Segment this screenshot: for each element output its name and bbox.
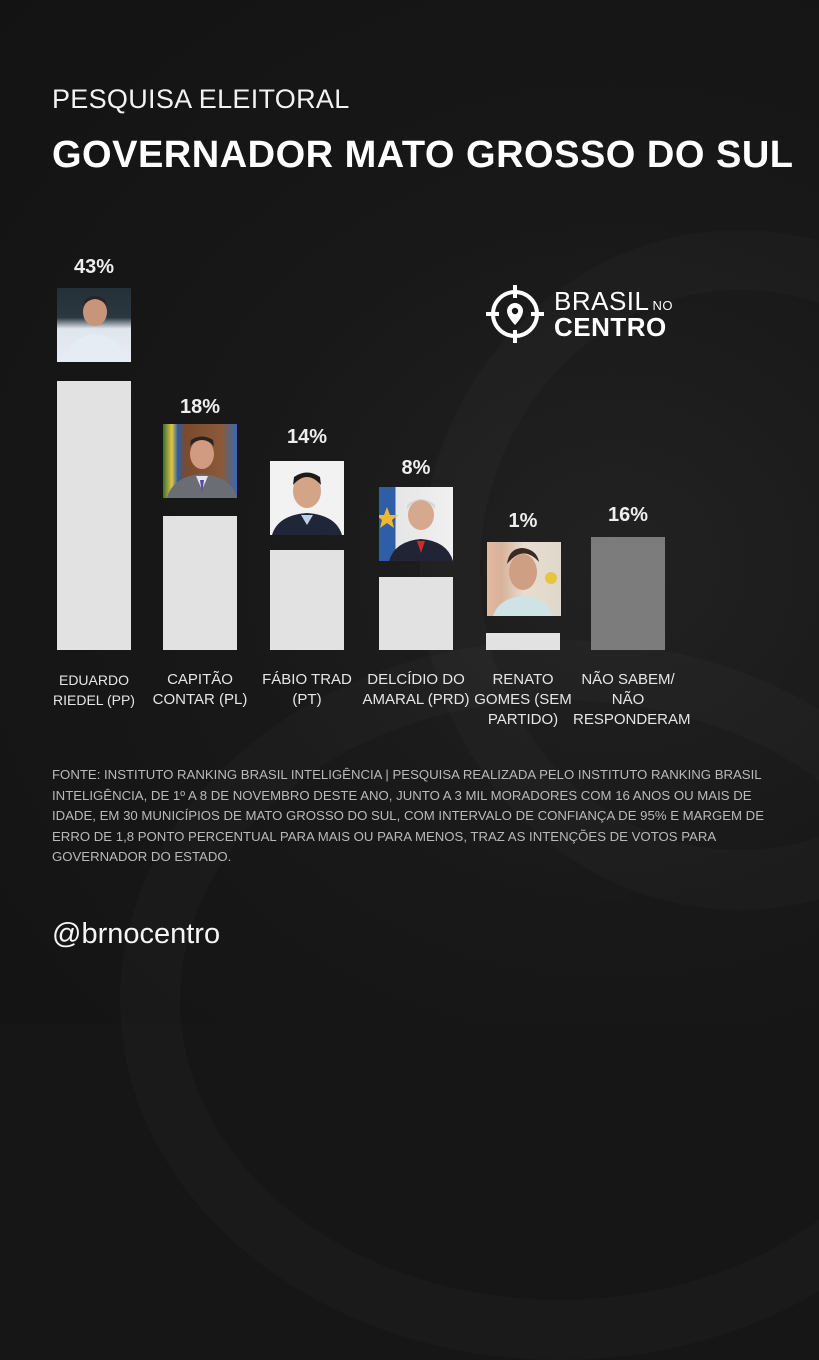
candidate-photo <box>379 487 453 561</box>
category-label: EDUARDO RIEDEL (PP) <box>53 672 135 708</box>
brand-logo: BRASIL NO CENTRO <box>484 283 673 345</box>
bar-eduardo-riedel <box>57 381 131 650</box>
crosshair-pin-icon <box>486 285 544 343</box>
candidate-photo <box>487 542 561 616</box>
category-label: RENATO GOMES (SEM PARTIDO) <box>474 671 572 728</box>
category-label: DELCÍDIO DO AMARAL (PRD) <box>362 671 470 708</box>
logo-brasil: BRASIL <box>554 286 650 316</box>
value-label: 43% <box>73 256 115 278</box>
value-label: 18% <box>179 396 221 418</box>
page-title: GOVERNADOR MATO GROSSO DO SUL <box>52 134 794 176</box>
subtitle: PESQUISA ELEITORAL <box>52 84 350 114</box>
bar-renato-gomes <box>486 633 560 650</box>
social-handle: @brnocentro <box>52 918 221 950</box>
bar-fabio-trad <box>270 550 344 650</box>
category-label: CAPITÃO CONTAR (PL) <box>152 671 248 708</box>
bar-delcidio-do-amaral <box>379 577 453 650</box>
logo-centro: CENTRO <box>554 312 667 342</box>
source-note: FONTE: INSTITUTO RANKING BRASIL INTELIGÊ… <box>52 767 765 864</box>
candidate-photo <box>270 461 344 535</box>
bar-capitao-contar <box>163 516 237 650</box>
category-label: FÁBIO TRAD (PT) <box>262 671 352 708</box>
value-label: 8% <box>401 457 431 479</box>
bar-nao-sabem <box>591 537 665 650</box>
value-label: 1% <box>508 510 538 532</box>
value-label: 14% <box>286 426 328 448</box>
candidate-photo <box>57 288 131 362</box>
category-label: NÃO SABEM/ NÃO RESPONDERAM <box>573 671 691 728</box>
value-label: 16% <box>607 504 649 526</box>
candidate-photo <box>163 424 237 498</box>
logo-no: NO <box>652 298 673 313</box>
